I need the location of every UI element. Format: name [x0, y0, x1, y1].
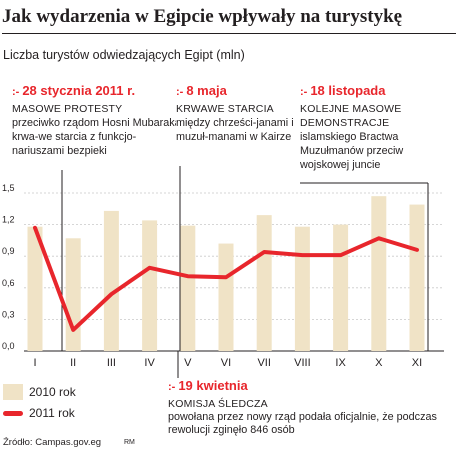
annotation-may: :- 8 maja KRWAWE STARCIA między chrześci-… [176, 83, 296, 144]
annotation-description: powołana przez nowy rząd podała oficjaln… [168, 411, 437, 436]
x-tick-label: II [70, 357, 76, 369]
y-tick-label: 1,2 [2, 215, 15, 225]
legend-label: 2010 rok [29, 385, 76, 399]
x-tick-label: I [33, 357, 36, 369]
annotation-description: przeciwko rządom Hosni Mubaraka i krwa-w… [12, 117, 187, 157]
line-2011 [33, 225, 419, 332]
annotation-description: między chrześci-janami i muzuł-manami w … [176, 117, 294, 143]
x-tick-label: VI [221, 357, 231, 369]
x-tick-label: III [107, 357, 116, 369]
chart-subtitle: Liczba turystów odwiedzających Egipt (ml… [3, 48, 245, 62]
bar-2010 [218, 243, 234, 351]
source-note: Źródło: Campas.gov.eg [3, 437, 102, 448]
x-tick-label: IV [144, 357, 155, 369]
bar-2010 [27, 226, 43, 351]
y-tick-label: 0,6 [2, 278, 15, 288]
x-tick-label: IX [335, 357, 346, 369]
annotation-heading: KOLEJNE MASOWE DEMONSTRACJE [300, 103, 402, 129]
x-tick-label: VIII [294, 357, 311, 369]
x-tick-label: X [375, 357, 383, 369]
y-tick-label: 0,9 [2, 246, 15, 256]
bar-2010 [294, 226, 310, 351]
annotation-date: :- 18 listopada [300, 83, 386, 98]
annotation-november: :- 18 listopada KOLEJNE MASOWE DEMONSTRAC… [300, 83, 450, 172]
y-tick-label: 0,3 [2, 309, 15, 319]
annotation-heading: KRWAWE STARCIA [176, 103, 274, 115]
bar-2010 [142, 220, 158, 351]
bar-2010 [180, 225, 196, 351]
y-tick-label: 1,5 [2, 183, 15, 193]
x-tick-label: XI [412, 357, 422, 369]
annotation-april: :- 19 kwietnia KOMISJA ŚLEDCZA powołana p… [168, 378, 453, 436]
x-tick-label: VII [257, 357, 270, 369]
legend-label: 2011 rok [29, 406, 75, 420]
annotation-heading: MASOWE PROTESTY [12, 103, 123, 115]
annotation-date: :- 19 kwietnia [168, 378, 248, 393]
annotation-heading: KOMISJA ŚLEDCZA [168, 398, 268, 410]
x-tick-label: V [184, 357, 192, 369]
chart-title: Jak wydarzenia w Egipcie wpływały na tur… [2, 6, 456, 34]
bar-2010 [256, 215, 272, 351]
bar-2010 [103, 210, 119, 351]
legend-swatch-line [3, 410, 23, 416]
y-tick-label: 0,0 [2, 341, 15, 351]
bar-2010 [65, 238, 81, 351]
bar-2010 [371, 196, 387, 351]
annotation-date: :- 8 maja [176, 83, 227, 98]
annotation-date: :- 28 stycznia 2011 r. [12, 83, 136, 98]
legend-item-2011: 2011 rok [3, 406, 75, 420]
bar-2010 [333, 224, 349, 351]
legend-item-2010: 2010 rok [3, 384, 76, 400]
bar-2010 [409, 204, 425, 351]
annotation-january: :- 28 stycznia 2011 r. MASOWE PROTESTY pr… [12, 83, 187, 158]
author-credit: RM [124, 439, 135, 446]
annotation-description: islamskiego Bractwa Muzułmanów przeciw w… [300, 131, 404, 171]
legend-swatch-bar [3, 384, 23, 400]
